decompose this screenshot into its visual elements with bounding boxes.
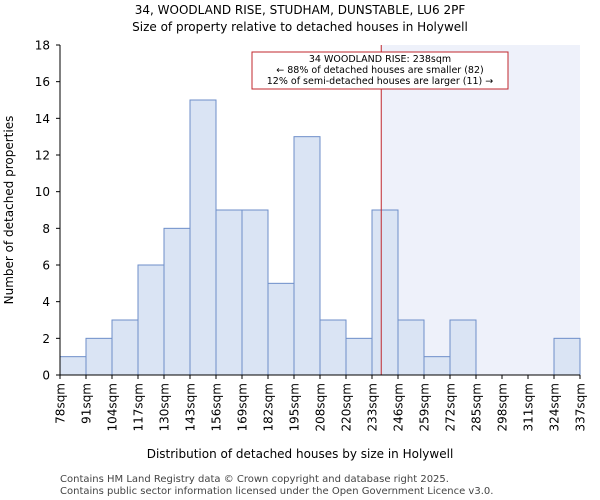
bar-272sqm [449, 319, 477, 376]
y-tick-label: 12 [35, 149, 50, 163]
bar-182sqm [267, 282, 295, 376]
x-tick-label: 246sqm [392, 383, 406, 431]
y-axis: 0 2 4 6 8 10 12 14 16 18 [35, 39, 61, 383]
y-tick-label: 10 [35, 185, 50, 199]
chart-subtitle: Size of property relative to detached ho… [132, 20, 468, 34]
y-tick-label: 6 [42, 259, 50, 273]
x-tick-label: 78sqm [54, 383, 68, 424]
x-tick-label: 195sqm [288, 383, 302, 431]
footer-line-1: Contains HM Land Registry data © Crown c… [60, 474, 449, 485]
bar-78sqm [59, 356, 87, 376]
bar-143sqm [189, 99, 217, 376]
bar-117sqm [137, 264, 165, 376]
x-axis-label: Distribution of detached houses by size … [147, 447, 454, 461]
x-axis: 78sqm 91sqm 104sqm 117sqm 130sqm 143sqm 156sqm… [54, 374, 588, 431]
y-axis-label: Number of detached properties [2, 116, 16, 305]
y-tick-label: 14 [35, 112, 50, 126]
x-tick-label: 182sqm [262, 383, 276, 431]
x-tick-label: 233sqm [366, 383, 380, 431]
bar-91sqm [85, 337, 113, 376]
bar-208sqm [319, 319, 347, 376]
bar-220sqm [345, 337, 373, 376]
x-tick-label: 91sqm [80, 383, 94, 424]
footer-line-2: Contains public sector information licen… [60, 486, 493, 497]
bar-130sqm [163, 227, 191, 376]
x-tick-label: 285sqm [470, 383, 484, 431]
x-tick-label: 156sqm [210, 383, 224, 431]
x-tick-label: 169sqm [236, 383, 250, 431]
bars [59, 99, 581, 376]
x-tick-label: 130sqm [158, 383, 172, 431]
x-tick-label: 298sqm [496, 383, 510, 431]
bar-233sqm [371, 209, 399, 376]
chart-title: 34, WOODLAND RISE, STUDHAM, DUNSTABLE, L… [135, 3, 466, 17]
y-tick-label: 16 [35, 75, 50, 89]
x-tick-label: 272sqm [444, 383, 458, 431]
bar-246sqm [397, 319, 425, 376]
bar-195sqm [293, 136, 321, 376]
y-tick-label: 4 [42, 295, 50, 309]
annotation-line-1: 34 WOODLAND RISE: 238sqm [309, 54, 451, 65]
x-tick-label: 324sqm [548, 383, 562, 431]
y-tick-label: 8 [42, 222, 50, 236]
bar-259sqm [423, 356, 451, 376]
x-tick-label: 311sqm [522, 383, 536, 431]
x-tick-label: 104sqm [106, 383, 120, 431]
x-tick-label: 143sqm [184, 383, 198, 431]
x-tick-label: 337sqm [574, 383, 588, 431]
x-tick-label: 259sqm [418, 383, 432, 431]
y-tick-label: 18 [35, 39, 50, 53]
x-tick-label: 117sqm [132, 383, 146, 431]
bar-169sqm [241, 209, 269, 376]
annotation-box: 34 WOODLAND RISE: 238sqm ← 88% of detach… [251, 51, 509, 90]
y-tick-label: 2 [42, 332, 50, 346]
bar-156sqm [215, 209, 243, 376]
y-tick-label: 0 [42, 369, 50, 383]
x-tick-label: 220sqm [340, 383, 354, 431]
bar-324sqm [553, 337, 581, 376]
bar-104sqm [111, 319, 139, 376]
annotation-frame [251, 51, 509, 90]
x-tick-label: 208sqm [314, 383, 328, 431]
annotation-line-2: ← 88% of detached houses are smaller (82… [276, 65, 483, 76]
annotation-line-3: 12% of semi-detached houses are larger (… [267, 76, 494, 87]
